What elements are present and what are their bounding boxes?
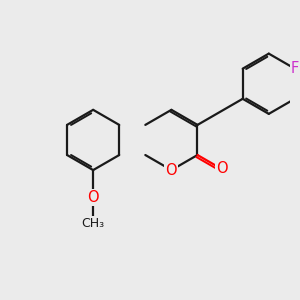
Text: CH₃: CH₃ [82, 217, 105, 230]
Text: O: O [216, 161, 227, 176]
Text: O: O [87, 190, 99, 205]
Text: O: O [166, 163, 177, 178]
Text: F: F [291, 61, 299, 76]
